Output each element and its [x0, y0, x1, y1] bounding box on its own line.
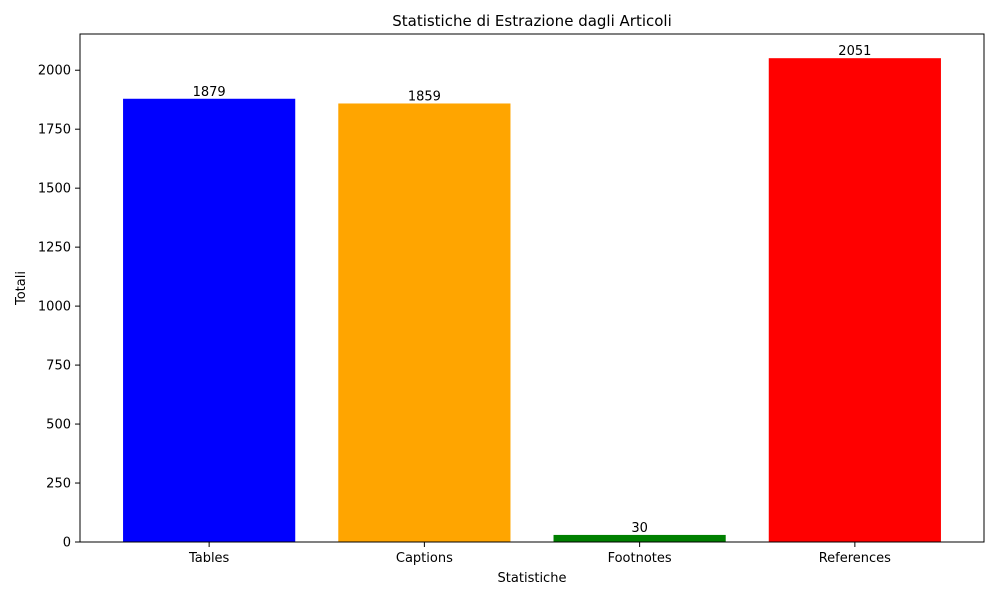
- y-axis-title: Totali: [14, 271, 29, 306]
- y-tick-label-500: 500: [46, 418, 71, 433]
- data-label-tables: 1879: [193, 85, 226, 100]
- x-axis-ticks: Tables Captions Footnotes References: [188, 542, 891, 566]
- bar-tables: [123, 98, 296, 542]
- y-axis-ticks: 0 250 500 750 1000 1250 1500 1750 2000: [38, 64, 80, 551]
- y-tick-label-250: 250: [46, 477, 71, 492]
- bar-footnotes: [553, 534, 726, 542]
- x-tick-label-references: References: [819, 551, 891, 566]
- bar-references: [768, 58, 941, 542]
- y-tick-label-750: 750: [46, 359, 71, 374]
- y-tick-label-1250: 1250: [38, 241, 71, 256]
- plot-frame: [79, 33, 985, 543]
- chart-title: Statistiche di Estrazione dagli Articoli: [392, 12, 672, 30]
- data-label-references: 2051: [838, 44, 871, 59]
- x-axis-title: Statistiche: [498, 571, 567, 586]
- data-label-footnotes: 30: [631, 521, 648, 536]
- y-tick-label-1500: 1500: [38, 182, 71, 197]
- x-tick-label-tables: Tables: [188, 551, 230, 566]
- x-tick-label-footnotes: Footnotes: [608, 551, 672, 566]
- y-tick-label-2000: 2000: [38, 64, 71, 79]
- data-label-captions: 1859: [408, 89, 441, 104]
- x-tick-label-captions: Captions: [396, 551, 453, 566]
- y-tick-label-1750: 1750: [38, 123, 71, 138]
- y-tick-label-1000: 1000: [38, 300, 71, 315]
- y-tick-label-0: 0: [63, 536, 71, 551]
- bar-captions: [338, 103, 511, 543]
- bars-group: 1879 1859 30 2051: [123, 44, 941, 543]
